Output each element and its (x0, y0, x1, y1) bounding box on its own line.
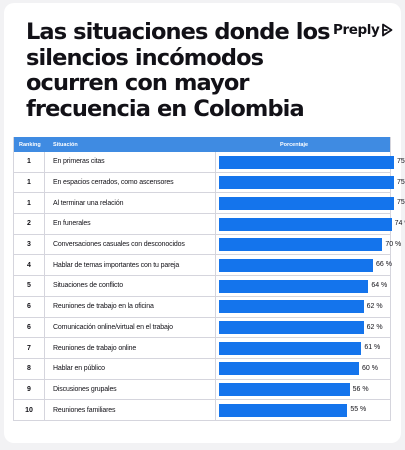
rank-cell: 10 (14, 400, 45, 420)
percent-cell: 56 % (216, 380, 390, 400)
ranking-table: Ranking Situación Porcentaje 1 En primera… (13, 137, 405, 421)
situation-cell: Hablar en público (45, 358, 216, 379)
rank-cell: 5 (14, 276, 45, 296)
percent-bar (219, 383, 350, 397)
rank-cell: 8 (14, 358, 45, 379)
percent-bar (219, 238, 383, 252)
percent-bar (219, 217, 392, 231)
percent-label: 70 % (385, 240, 402, 248)
situation-cell: Situaciones de conflicto (45, 276, 216, 296)
percent-cell: 75 % (216, 173, 405, 193)
rank-cell: 1 (14, 193, 45, 214)
situation-cell: Hablar de temas importantes con tu parej… (45, 255, 216, 276)
percent-cell: 66 % (216, 255, 392, 275)
percent-label: 64 % (371, 282, 388, 290)
percent-bar (219, 196, 394, 210)
percent-label: 55 % (350, 406, 367, 414)
percent-label: 75 % (397, 158, 405, 165)
header-percent: Porcentaje (279, 141, 309, 148)
percent-label: 56 % (352, 385, 369, 393)
situation-cell: Reuniones de trabajo online (45, 338, 216, 358)
table-row: 1En primeras citas 75 % (14, 152, 405, 173)
table-row: 5 Situaciones de conflicto 64 % (14, 276, 390, 297)
percent-bar (219, 300, 364, 314)
percent-bar (219, 403, 348, 417)
percent-cell: 75 % (216, 152, 405, 172)
situation-cell: En espacios cerrados, como ascensores (45, 172, 216, 193)
table-row: 7 Reuniones de trabajo online 61 % (14, 338, 390, 359)
table-row: 2En funerales 74 % (14, 214, 405, 235)
table-row: 6 Comunicación online/virtual en el traba… (14, 317, 390, 339)
percent-bar (219, 341, 362, 355)
percent-cell: 62 % (216, 297, 390, 317)
table-row: 10 Reuniones familiares 55 % (14, 400, 390, 421)
percent-cell: 64 % (216, 276, 390, 296)
rank-cell: 6 (14, 296, 45, 317)
percent-label: 75 % (397, 178, 405, 186)
percent-cell: 70 % (216, 235, 401, 255)
percent-cell: 62 % (216, 318, 390, 338)
situation-cell: Reuniones familiares (45, 400, 216, 420)
percent-cell: 75 % (216, 193, 405, 213)
percent-bar (219, 258, 373, 272)
rank-cell: 7 (14, 338, 45, 358)
percent-label: 62 % (366, 302, 383, 310)
header-situation: Situación (53, 141, 78, 148)
rank-cell: 9 (14, 379, 45, 400)
percent-bar (219, 362, 359, 376)
situation-cell: Comunicación online/virtual en el trabaj… (45, 317, 216, 338)
logo-text: Preply (333, 22, 380, 38)
table-row: 9 Discusiones grupales 56 % (14, 379, 390, 401)
table-row: 1 En espacios cerrados, como ascensores 75… (14, 172, 405, 194)
percent-label: 74 % (394, 220, 405, 228)
percent-label: 61 % (364, 344, 381, 352)
table-row: 3 Conversaciones casuales con desconocido… (14, 234, 401, 256)
preply-logo: Preply (333, 20, 394, 40)
table-row: 6 Reuniones de trabajo en la oficina 62 % (14, 296, 390, 318)
rank-cell: 6 (14, 317, 45, 338)
percent-bar (219, 321, 364, 334)
percent-bar (219, 279, 369, 293)
percent-label: 62 % (366, 323, 383, 331)
situation-cell: Conversaciones casuales con desconocidos (45, 234, 216, 255)
rank-cell: 2 (14, 214, 45, 234)
table-header: Ranking Situación Porcentaje (14, 137, 390, 152)
situation-cell: Reuniones de trabajo en la oficina (45, 296, 216, 317)
percent-label: 66 % (376, 261, 392, 269)
percent-cell: 60 % (216, 359, 390, 379)
rank-cell: 4 (14, 255, 45, 276)
table-row: 1Al terminar una relación 75 % (14, 193, 405, 215)
percent-label: 75 % (397, 199, 405, 207)
chart-title: Las situaciones donde los silencios incó… (26, 19, 331, 122)
situation-cell: En primeras citas (45, 152, 216, 172)
percent-cell: 74 % (216, 214, 405, 234)
header-rank: Ranking (19, 141, 41, 148)
situation-cell: Discusiones grupales (45, 379, 216, 400)
rank-cell: 3 (14, 234, 45, 255)
percent-label: 60 % (362, 364, 378, 372)
percent-bar (219, 176, 394, 190)
table-row: 4 Hablar de temas importantes con tu pare… (14, 255, 392, 277)
situation-cell: Al terminar una relación (45, 193, 216, 214)
rank-cell: 1 (14, 152, 45, 172)
table-row: 8 Hablar en público 60 % (14, 358, 390, 380)
percent-cell: 61 % (216, 338, 390, 358)
situation-cell: En funerales (45, 214, 216, 234)
rank-cell: 1 (14, 172, 45, 193)
preply-arrow-icon (382, 23, 393, 37)
percent-cell: 55 % (216, 400, 390, 420)
percent-bar (219, 155, 394, 169)
